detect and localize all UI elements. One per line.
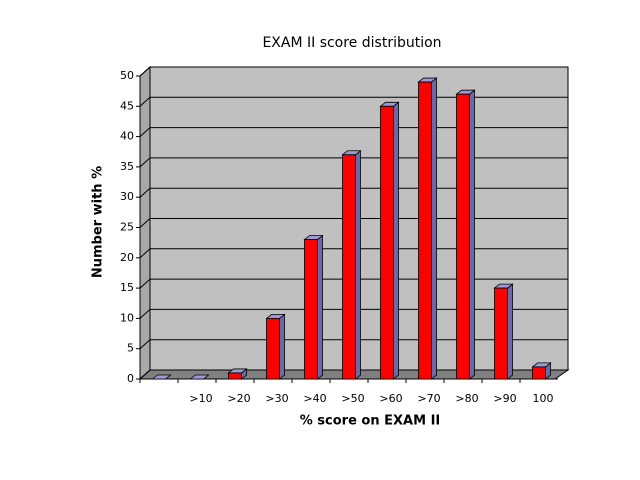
bar xyxy=(266,317,280,380)
x-tick-label: >20 xyxy=(227,392,250,405)
bar xyxy=(418,81,432,380)
x-tick-label: >80 xyxy=(455,392,478,405)
x-tick-label: >40 xyxy=(303,392,326,405)
bar-side xyxy=(507,283,513,380)
bars xyxy=(151,77,552,380)
bar-side xyxy=(317,234,323,380)
y-tick-label: 45 xyxy=(120,99,134,112)
bar-side xyxy=(469,89,475,380)
y-tick-label: 25 xyxy=(120,221,134,234)
y-tick-label: 0 xyxy=(127,372,134,385)
chart-title: EXAM II score distribution xyxy=(262,35,441,51)
bar-top xyxy=(189,374,210,380)
y-tick-label: 40 xyxy=(120,130,134,143)
bar xyxy=(304,239,318,380)
bar-side xyxy=(393,101,399,380)
bar-side xyxy=(355,149,361,380)
bar xyxy=(532,366,546,380)
bar-side xyxy=(279,313,285,380)
y-tick-label: 30 xyxy=(120,190,134,203)
y-tick-label: 35 xyxy=(120,160,134,173)
y-tick-label: 50 xyxy=(120,69,134,82)
bar-side xyxy=(431,77,437,380)
bar-top xyxy=(151,374,172,380)
bar xyxy=(456,93,470,380)
y-axis-title: Number with % xyxy=(91,166,106,278)
x-tick-label: >30 xyxy=(265,392,288,405)
y-tick-label: 10 xyxy=(120,311,134,324)
grid-line xyxy=(139,66,568,77)
x-tick-label: >50 xyxy=(341,392,364,405)
x-tick-label: >70 xyxy=(417,392,440,405)
bar xyxy=(494,287,508,380)
x-axis-title: % score on EXAM II xyxy=(300,414,441,429)
bar xyxy=(228,372,242,380)
x-tick-label: >90 xyxy=(493,392,516,405)
x-tick-label: 100 xyxy=(533,392,554,405)
y-tick-label: 15 xyxy=(120,281,134,294)
x-tick-label: >10 xyxy=(189,392,212,405)
x-tick-label: >60 xyxy=(379,392,402,405)
y-tick-label: 20 xyxy=(120,251,134,264)
y-tick-label: 5 xyxy=(127,342,134,355)
bar xyxy=(342,154,356,380)
bar xyxy=(380,105,394,380)
